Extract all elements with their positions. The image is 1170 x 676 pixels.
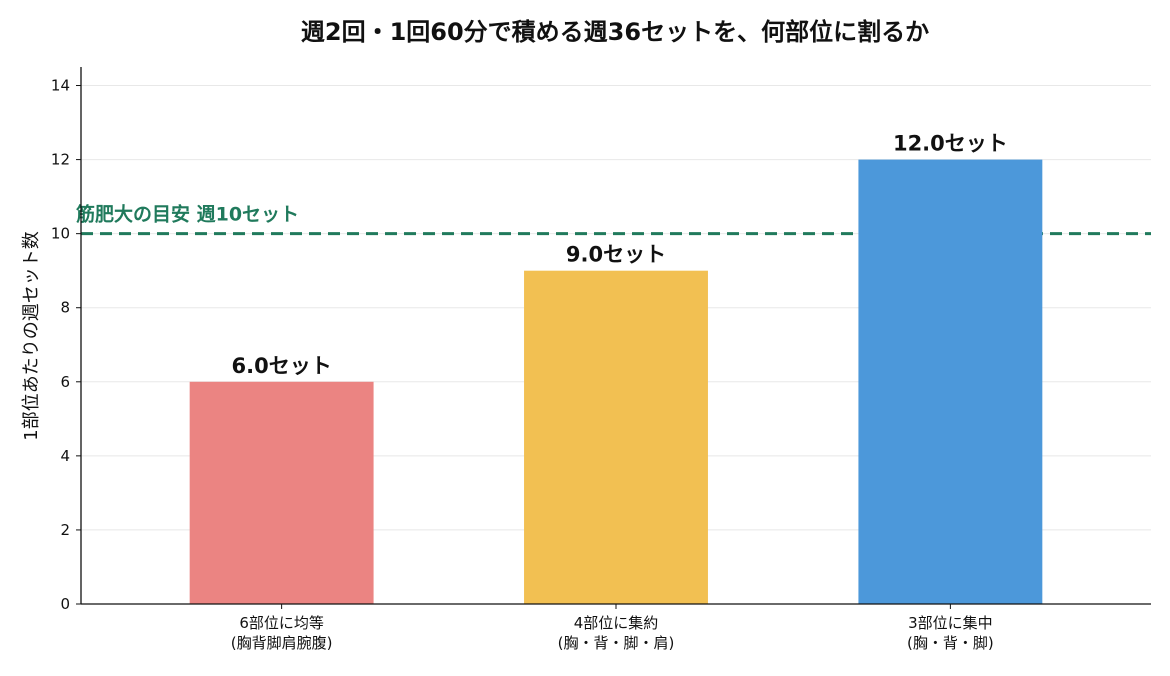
bar-value-label: 6.0セット (232, 354, 332, 378)
bar (189, 381, 374, 604)
y-tick-label: 14 (51, 77, 70, 95)
x-tick-label: 6部位に均等 (239, 614, 324, 632)
y-tick-label: 12 (51, 151, 70, 169)
x-tick-label: (胸・背・脚) (907, 634, 994, 652)
reference-line-label: 筋肥大の目安 週10セット (76, 203, 299, 226)
y-tick-label: 2 (60, 521, 70, 539)
chart-title: 週2回・1回60分で積める週36セットを、何部位に割るか (301, 18, 929, 46)
y-axis-label: 1部位あたりの週セット数 (21, 231, 42, 440)
bar (524, 270, 708, 604)
y-tick-label: 6 (60, 373, 70, 391)
bar (858, 159, 1043, 604)
reference-line-group: 筋肥大の目安 週10セット (76, 203, 1151, 236)
y-tick-label: 0 (60, 595, 70, 613)
bar-value-label: 9.0セット (566, 243, 666, 267)
x-tick-label: 3部位に集中 (908, 614, 993, 632)
bars: 6.0セット 9.0セット 12.0セット (189, 132, 1043, 604)
y-tick-label: 4 (60, 447, 70, 465)
bar-value-label: 12.0セット (893, 132, 1008, 156)
x-tick-label: (胸・背・脚・肩) (558, 634, 675, 652)
x-tick-label: 4部位に集約 (574, 614, 659, 632)
y-ticks: 0 2 4 6 8 10 12 14 (51, 77, 81, 613)
x-tick-labels: 6部位に均等 (胸背脚肩腕腹) 4部位に集約 (胸・背・脚・肩) 3部位に集中 (胸・背・… (231, 604, 994, 652)
x-tick-label: (胸背脚肩腕腹) (231, 634, 333, 652)
y-tick-label: 8 (60, 299, 70, 317)
y-tick-label: 10 (51, 225, 70, 243)
